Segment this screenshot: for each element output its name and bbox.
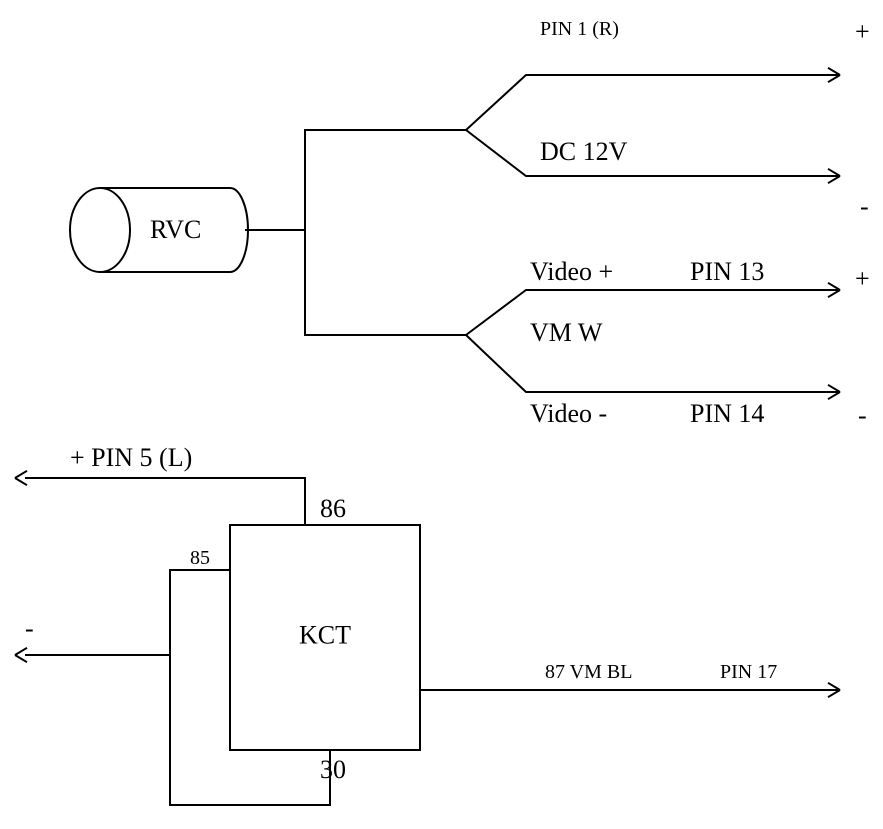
- branch-down: [245, 230, 466, 335]
- labels.rvc: RVC: [150, 215, 201, 244]
- labels.video_minus_sign: -: [858, 401, 867, 430]
- fork-top-upper: [466, 75, 840, 130]
- branch-up: [245, 130, 466, 230]
- labels.minus_mid: -: [860, 192, 869, 221]
- fork-bot-lower: [466, 335, 840, 392]
- labels.dc12v: DC 12V: [540, 137, 628, 166]
- labels.out87: 87 VM BL: [545, 661, 632, 683]
- labels.pin85: 85: [190, 547, 210, 569]
- labels.video_minus_pin: PIN 14: [690, 399, 764, 428]
- labels.video_plus: Video +: [530, 257, 613, 286]
- labels.vmw: VM W: [530, 318, 603, 347]
- labels.pin5l: + PIN 5 (L): [70, 443, 192, 472]
- fork-bot-upper: [466, 290, 840, 335]
- labels.video_plus_sign: +: [855, 264, 870, 293]
- labels.plus_top: +: [855, 17, 870, 46]
- labels.video_plus_pin: PIN 13: [690, 257, 764, 286]
- labels.pin1r: PIN 1 (R): [540, 18, 619, 40]
- labels.pin30: 30: [320, 755, 346, 784]
- fork-top-lower: [466, 130, 840, 176]
- labels.out87_pin: PIN 17: [720, 661, 777, 683]
- rvc-cap: [70, 188, 130, 272]
- labels.minus_left: -: [25, 614, 34, 643]
- labels.video_minus: Video -: [530, 399, 607, 428]
- labels.pin86: 86: [320, 494, 346, 523]
- relay-wire-86: [25, 478, 305, 525]
- labels.kct: KCT: [299, 621, 351, 650]
